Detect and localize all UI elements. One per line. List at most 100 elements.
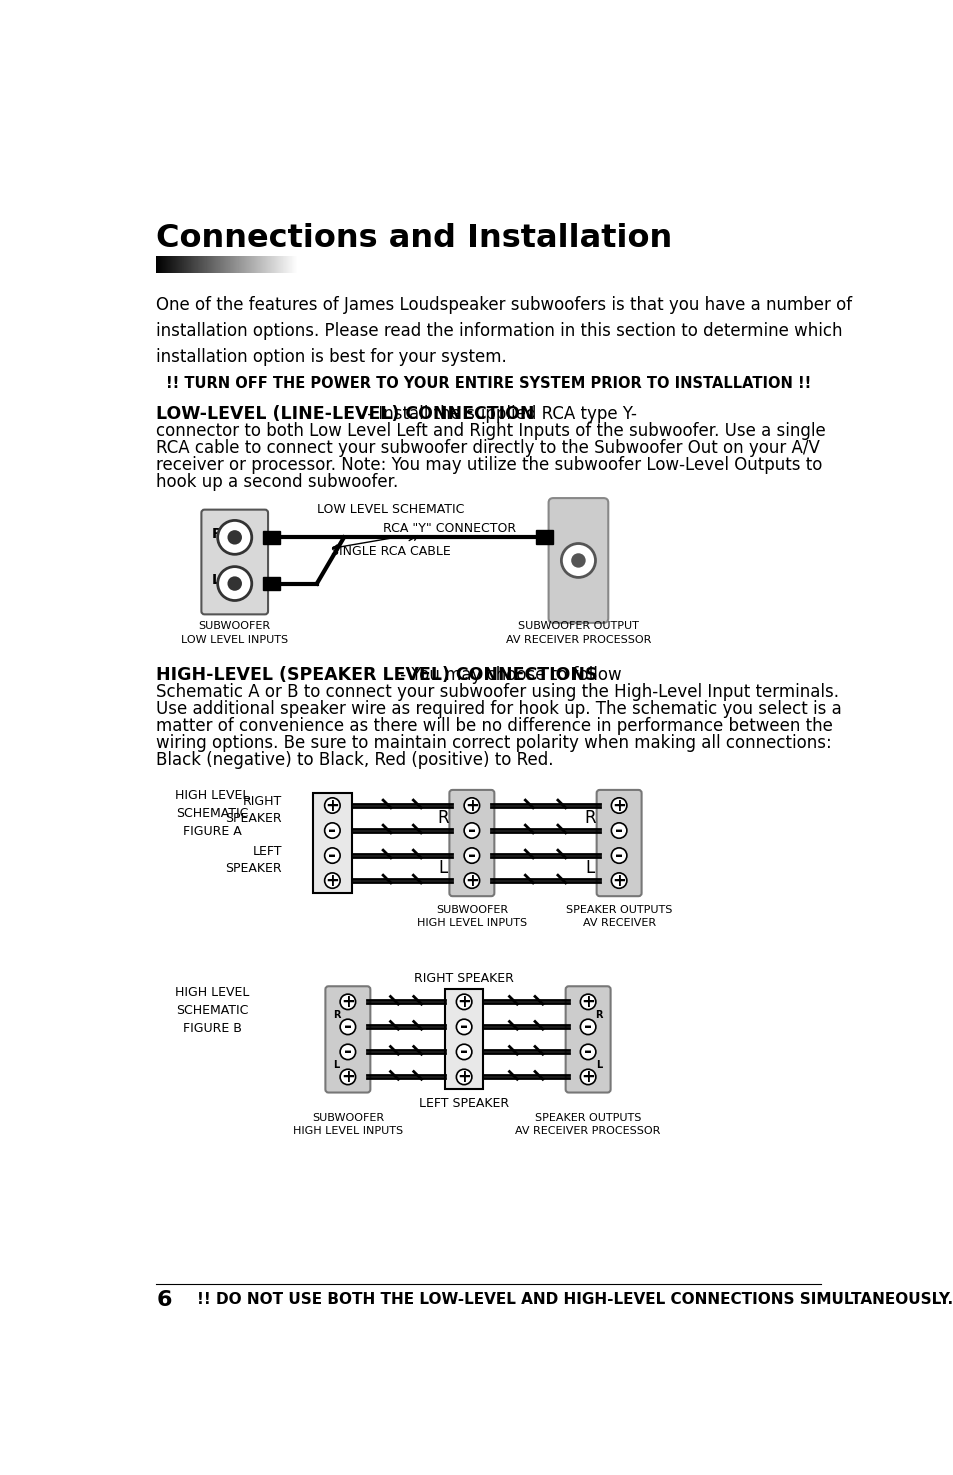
Circle shape xyxy=(579,994,596,1009)
Text: - You may choose to follow: - You may choose to follow xyxy=(395,665,621,684)
Text: -: - xyxy=(615,822,622,841)
Text: -: - xyxy=(467,847,476,864)
Text: +: + xyxy=(340,1068,355,1086)
Circle shape xyxy=(456,1044,472,1059)
Text: connector to both Low Level Left and Right Inputs of the subwoofer. Use a single: connector to both Low Level Left and Rig… xyxy=(156,422,825,440)
Circle shape xyxy=(324,873,340,888)
Circle shape xyxy=(340,1069,355,1084)
Circle shape xyxy=(340,994,355,1009)
Text: -: - xyxy=(583,1018,592,1037)
Circle shape xyxy=(217,566,252,600)
Text: +: + xyxy=(325,872,339,889)
Circle shape xyxy=(579,1019,596,1034)
Text: L: L xyxy=(585,860,595,878)
Text: HIGH-LEVEL (SPEAKER LEVEL) CONNECTIONS: HIGH-LEVEL (SPEAKER LEVEL) CONNECTIONS xyxy=(156,665,598,684)
FancyBboxPatch shape xyxy=(548,499,608,622)
Circle shape xyxy=(464,823,479,838)
Text: !! DO NOT USE BOTH THE LOW-LEVEL AND HIGH-LEVEL CONNECTIONS SIMULTANEOUSLY. !!: !! DO NOT USE BOTH THE LOW-LEVEL AND HIG… xyxy=(196,1292,953,1307)
Text: R: R xyxy=(595,1010,602,1019)
FancyBboxPatch shape xyxy=(201,510,268,615)
Text: RIGHT SPEAKER: RIGHT SPEAKER xyxy=(414,972,514,985)
Text: L: L xyxy=(596,1061,602,1069)
FancyBboxPatch shape xyxy=(596,791,641,897)
FancyBboxPatch shape xyxy=(565,987,610,1093)
Circle shape xyxy=(611,823,626,838)
Circle shape xyxy=(217,521,252,555)
Bar xyxy=(536,531,553,544)
Bar xyxy=(263,577,280,590)
Circle shape xyxy=(340,1044,355,1059)
Bar xyxy=(263,531,280,543)
Text: +: + xyxy=(456,993,471,1010)
Text: R: R xyxy=(333,1010,340,1019)
Text: Connections and Installation: Connections and Installation xyxy=(156,223,672,254)
Text: HIGH LEVEL
SCHEMATIC
FIGURE A: HIGH LEVEL SCHEMATIC FIGURE A xyxy=(175,789,249,838)
Circle shape xyxy=(579,1069,596,1084)
Circle shape xyxy=(464,798,479,813)
Text: R: R xyxy=(584,808,596,826)
Text: R: R xyxy=(212,527,223,540)
Text: SUBWOOFER
HIGH LEVEL INPUTS: SUBWOOFER HIGH LEVEL INPUTS xyxy=(293,1112,402,1136)
Text: receiver or processor. Note: You may utilize the subwoofer Low-Level Outputs to: receiver or processor. Note: You may uti… xyxy=(156,456,821,473)
FancyBboxPatch shape xyxy=(449,791,494,897)
Text: L: L xyxy=(333,1061,339,1069)
Circle shape xyxy=(229,577,241,590)
Text: Use additional speaker wire as required for hook up. The schematic you select is: Use additional speaker wire as required … xyxy=(156,699,841,718)
Text: +: + xyxy=(325,796,339,814)
Text: -: - xyxy=(343,1018,352,1037)
Circle shape xyxy=(611,848,626,863)
Text: - Install the supplied RCA type Y-: - Install the supplied RCA type Y- xyxy=(361,406,636,423)
Circle shape xyxy=(611,873,626,888)
Text: +: + xyxy=(340,993,355,1010)
Text: SUBWOOFER OUTPUT
AV RECEIVER PROCESSOR: SUBWOOFER OUTPUT AV RECEIVER PROCESSOR xyxy=(505,621,651,645)
Circle shape xyxy=(572,555,584,566)
Text: SUBWOOFER
LOW LEVEL INPUTS: SUBWOOFER LOW LEVEL INPUTS xyxy=(181,621,288,645)
Text: LEFT SPEAKER: LEFT SPEAKER xyxy=(418,1097,509,1111)
Text: L: L xyxy=(212,572,221,587)
Text: -: - xyxy=(615,847,622,864)
Text: matter of convenience as there will be no difference in performance between the: matter of convenience as there will be n… xyxy=(156,717,833,735)
Text: SUBWOOFER
HIGH LEVEL INPUTS: SUBWOOFER HIGH LEVEL INPUTS xyxy=(416,904,526,928)
Text: SPEAKER OUTPUTS
AV RECEIVER PROCESSOR: SPEAKER OUTPUTS AV RECEIVER PROCESSOR xyxy=(515,1112,660,1136)
Circle shape xyxy=(324,823,340,838)
Text: L: L xyxy=(438,860,447,878)
Circle shape xyxy=(324,848,340,863)
Circle shape xyxy=(611,798,626,813)
Text: Schematic A or B to connect your subwoofer using the High-Level Input terminals.: Schematic A or B to connect your subwoof… xyxy=(156,683,839,701)
Text: RCA cable to connect your subwoofer directly to the Subwoofer Out on your A/V: RCA cable to connect your subwoofer dire… xyxy=(156,438,820,457)
Bar xyxy=(444,990,483,1090)
Text: LOW LEVEL SCHEMATIC: LOW LEVEL SCHEMATIC xyxy=(316,503,464,516)
Text: LOW-LEVEL (LINE-LEVEL) CONNECTION: LOW-LEVEL (LINE-LEVEL) CONNECTION xyxy=(156,406,535,423)
Text: -: - xyxy=(328,822,336,841)
Text: One of the features of James Loudspeaker subwoofers is that you have a number of: One of the features of James Loudspeaker… xyxy=(156,296,852,366)
Circle shape xyxy=(464,873,479,888)
Text: -: - xyxy=(467,822,476,841)
Text: wiring options. Be sure to maintain correct polarity when making all connections: wiring options. Be sure to maintain corr… xyxy=(156,733,831,752)
Text: LEFT
SPEAKER: LEFT SPEAKER xyxy=(225,845,282,875)
Text: Black (negative) to Black, Red (positive) to Red.: Black (negative) to Black, Red (positive… xyxy=(156,751,554,768)
Circle shape xyxy=(324,798,340,813)
Circle shape xyxy=(579,1044,596,1059)
Text: +: + xyxy=(464,796,478,814)
Text: SINGLE RCA CABLE: SINGLE RCA CABLE xyxy=(331,535,450,558)
Text: R: R xyxy=(436,808,449,826)
Circle shape xyxy=(456,1069,472,1084)
Circle shape xyxy=(560,543,595,577)
Text: -: - xyxy=(343,1043,352,1062)
Text: !! TURN OFF THE POWER TO YOUR ENTIRE SYSTEM PRIOR TO INSTALLATION !!: !! TURN OFF THE POWER TO YOUR ENTIRE SYS… xyxy=(166,376,811,391)
Text: +: + xyxy=(456,1068,471,1086)
FancyBboxPatch shape xyxy=(325,987,370,1093)
Text: +: + xyxy=(580,993,595,1010)
Text: +: + xyxy=(612,796,625,814)
Text: SPEAKER OUTPUTS
AV RECEIVER: SPEAKER OUTPUTS AV RECEIVER xyxy=(565,904,672,928)
Text: -: - xyxy=(459,1018,468,1037)
Text: hook up a second subwoofer.: hook up a second subwoofer. xyxy=(156,472,398,491)
Circle shape xyxy=(340,1019,355,1034)
Text: RCA "Y" CONNECTOR: RCA "Y" CONNECTOR xyxy=(333,522,516,550)
Text: +: + xyxy=(612,872,625,889)
Text: 6: 6 xyxy=(156,1289,172,1310)
Circle shape xyxy=(229,531,241,543)
Circle shape xyxy=(464,848,479,863)
Text: HIGH LEVEL
SCHEMATIC
FIGURE B: HIGH LEVEL SCHEMATIC FIGURE B xyxy=(175,985,249,1034)
Circle shape xyxy=(456,994,472,1009)
